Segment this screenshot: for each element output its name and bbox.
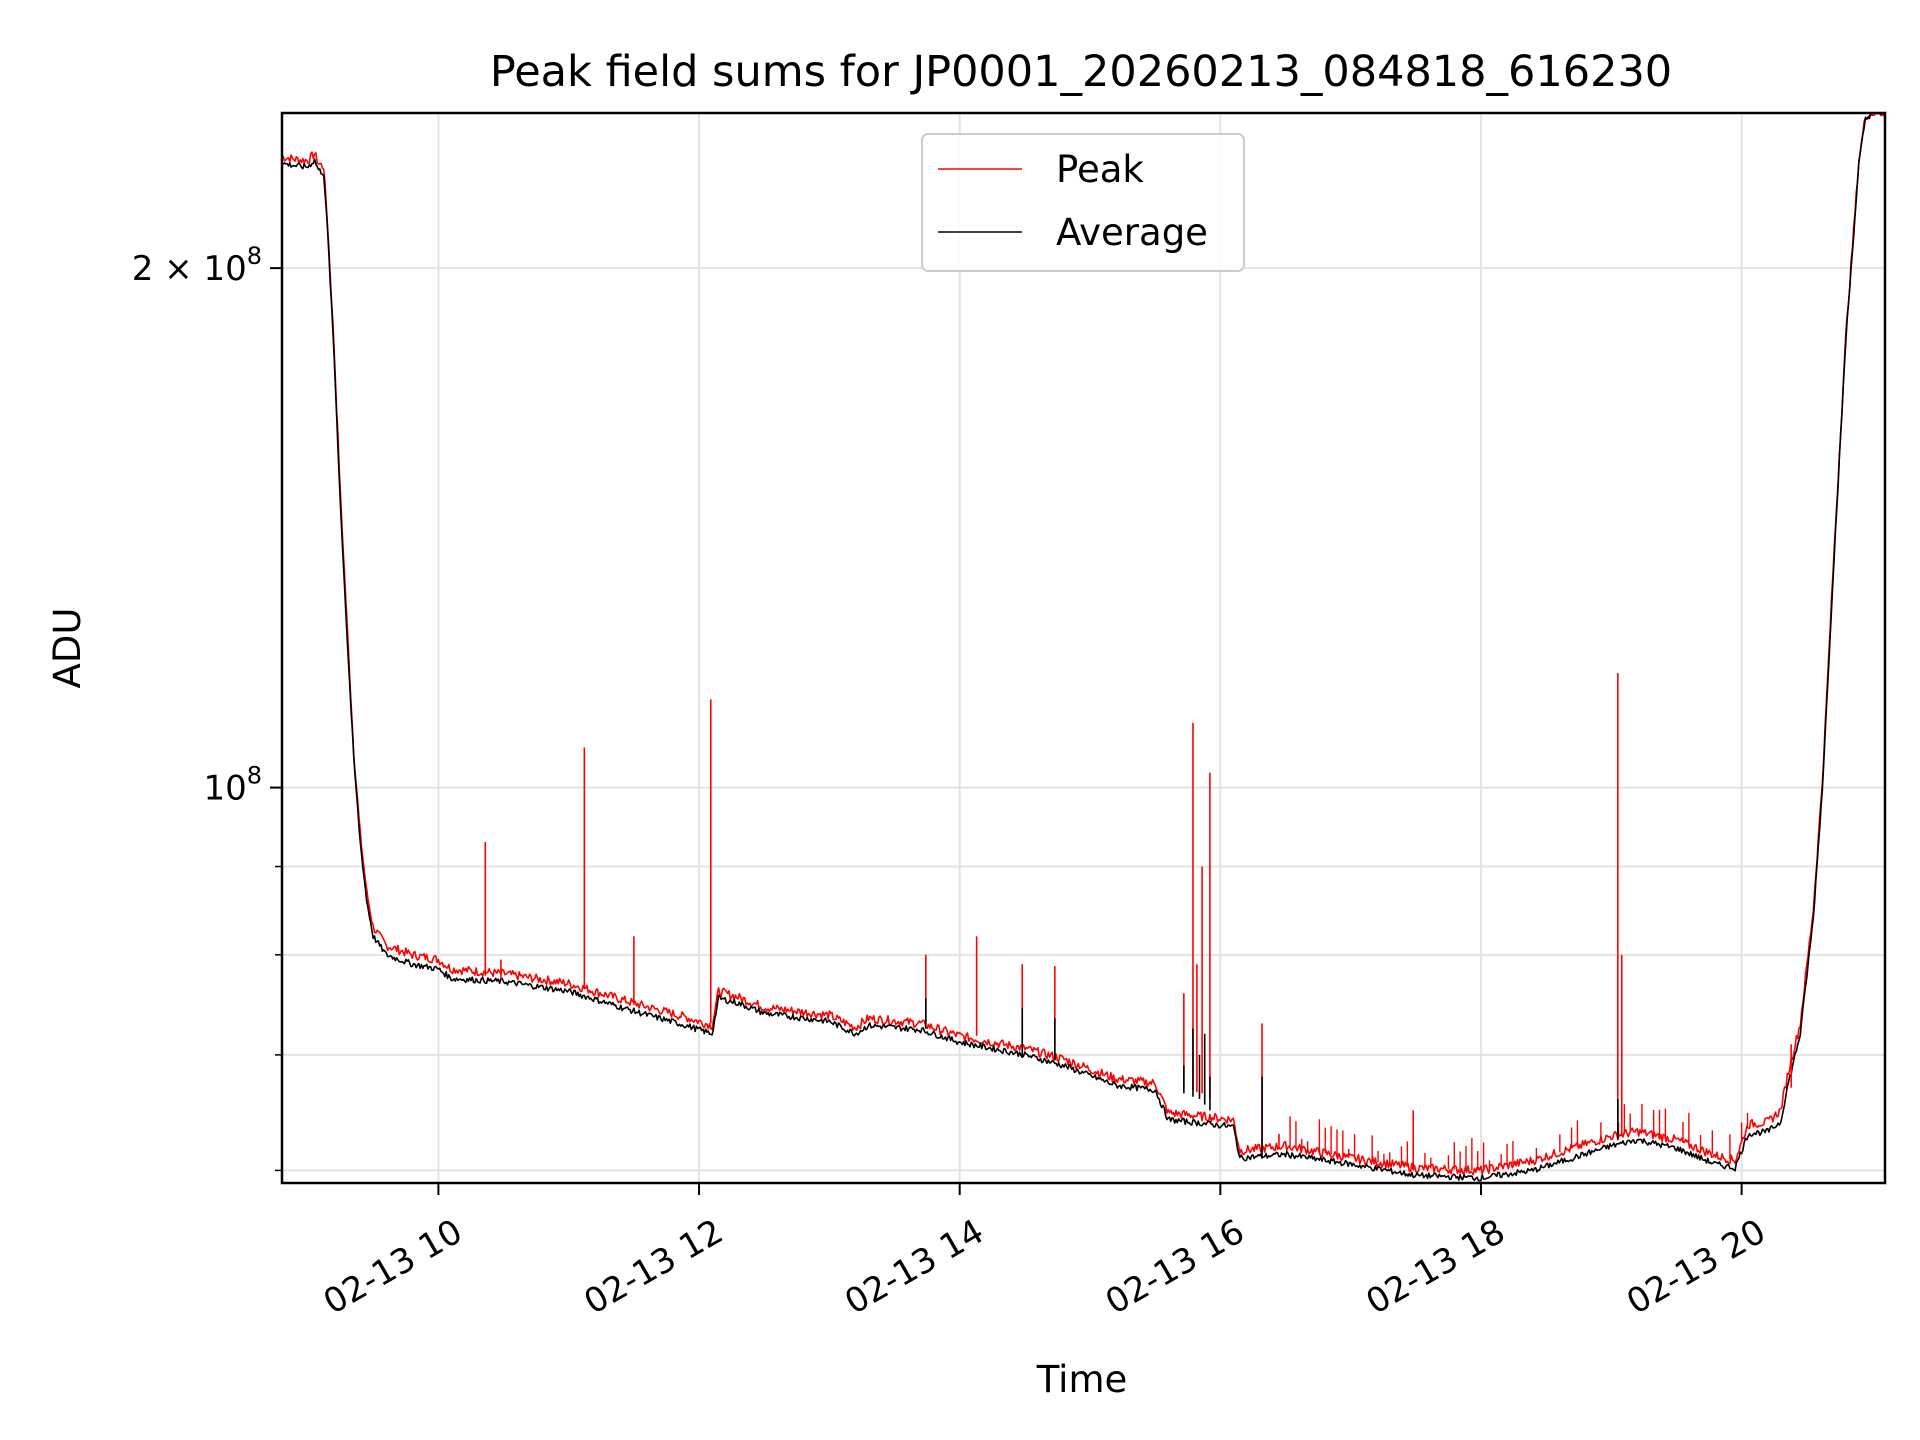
x-axis-label: Time (1036, 1358, 1128, 1401)
plot-area (282, 113, 1885, 1182)
axes-frame (280, 111, 1887, 1185)
chart-title: Peak field sums for JP0001_20260213_0848… (490, 47, 1672, 97)
y-axis: 108 2 × 108 (132, 242, 282, 1172)
y-axis-label: ADU (46, 608, 89, 689)
legend: Peak Average (921, 133, 1245, 272)
series-line-average (282, 113, 1885, 1182)
series-spikes-peak (484, 673, 1792, 1168)
y-tick-label: 108 (203, 762, 262, 809)
legend-label-peak: Peak (1056, 148, 1144, 191)
series-peak-noise (1289, 1103, 1749, 1171)
legend-label-average: Average (1056, 211, 1208, 254)
y-tick-label: 2 × 108 (132, 242, 262, 289)
series-spikes-average (925, 998, 1619, 1159)
